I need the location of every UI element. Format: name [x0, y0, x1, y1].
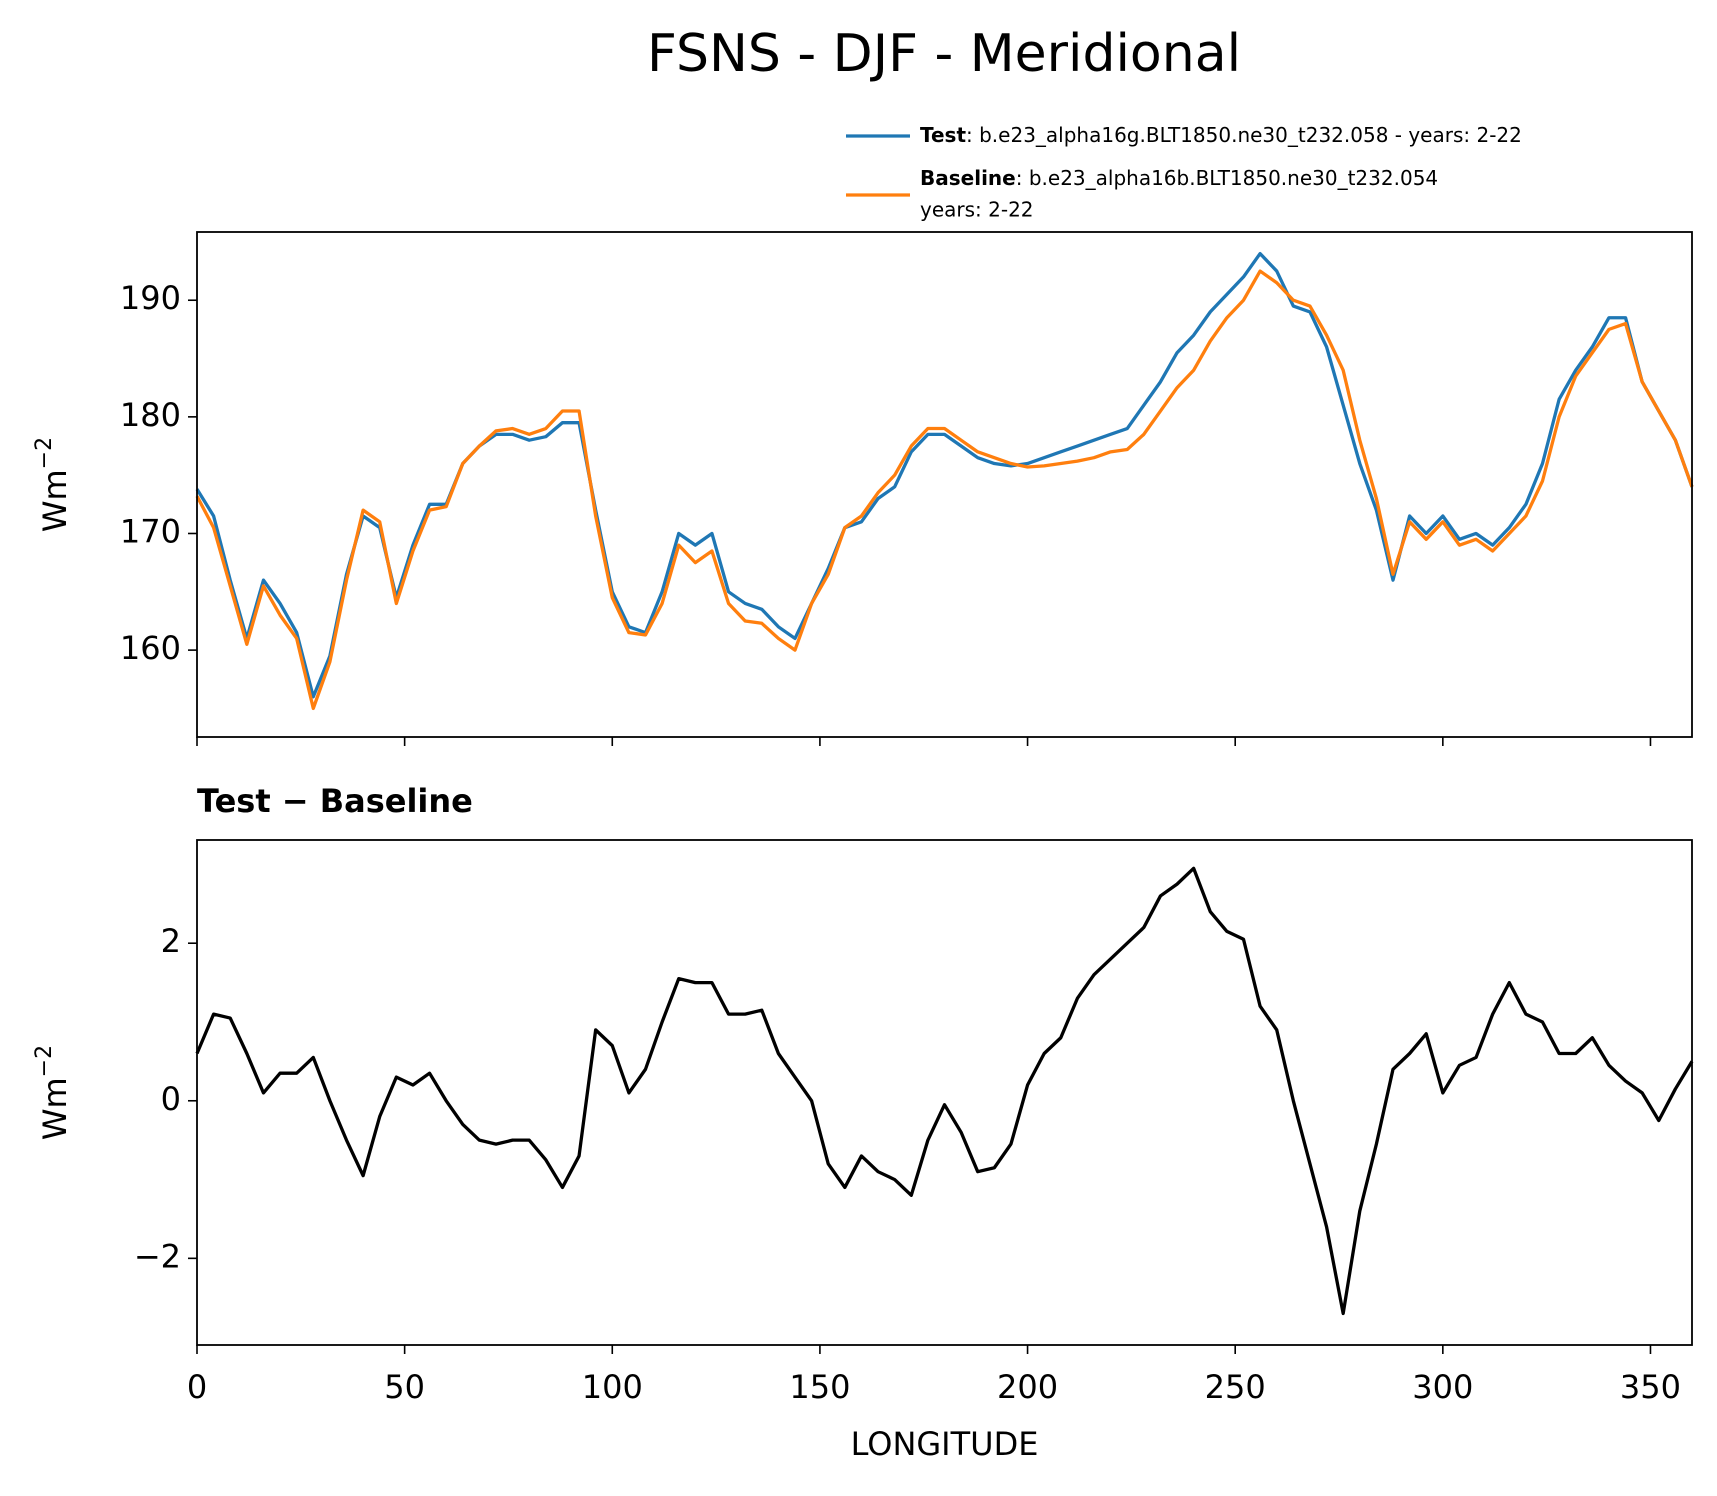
legend-label: Baseline: b.e23_alpha16b.BLT1850.ne30_t2…: [920, 166, 1438, 190]
y-tick-label: 160: [120, 629, 181, 667]
x-tick-label: 300: [1412, 1368, 1473, 1406]
x-axis-label: LONGITUDE: [851, 1425, 1039, 1463]
y-axis-label: Wm−2: [32, 437, 74, 532]
x-tick-label: 200: [997, 1368, 1058, 1406]
y-axis-label-base: Wm: [36, 1077, 74, 1140]
figure-title: FSNS - DJF - Meridional: [647, 24, 1241, 84]
y-axis-label: Wm−2: [32, 1045, 74, 1140]
x-tick-label: 100: [582, 1368, 643, 1406]
legend-name: Baseline: [920, 166, 1016, 190]
legend-desc: : b.e23_alpha16b.BLT1850.ne30_t232.054: [1016, 166, 1438, 190]
y-tick-label: 170: [120, 512, 181, 550]
axes-frame: [196, 231, 1693, 738]
legend-name: Test: [920, 123, 966, 147]
data-line: [195, 251, 1694, 699]
y-tick-label: 0: [161, 1080, 181, 1118]
x-tick-label: 350: [1620, 1368, 1681, 1406]
legend-desc: : b.e23_alpha16g.BLT1850.ne30_t232.058 -…: [966, 123, 1522, 147]
y-axis-label-sup: −2: [32, 437, 57, 469]
x-tick-label: 150: [789, 1368, 850, 1406]
y-tick-label: 2: [161, 922, 181, 960]
y-tick-label: 190: [120, 279, 181, 317]
legend-label: Test: b.e23_alpha16g.BLT1850.ne30_t232.0…: [920, 123, 1522, 147]
y-tick-label: 180: [120, 396, 181, 434]
x-tick-label: 0: [187, 1368, 207, 1406]
y-axis-label-sup: −2: [32, 1045, 57, 1077]
legend-label-line: years: 2-22: [920, 198, 1034, 222]
data-line: [195, 269, 1694, 711]
axes-frame: [196, 839, 1693, 1346]
y-axis-label-base: Wm: [36, 469, 74, 532]
y-tick-label: −2: [134, 1237, 181, 1275]
x-tick-label: 50: [384, 1368, 425, 1406]
axes-title: Test − Baseline: [197, 782, 473, 820]
data-line: [195, 866, 1694, 1316]
x-tick-label: 250: [1205, 1368, 1266, 1406]
